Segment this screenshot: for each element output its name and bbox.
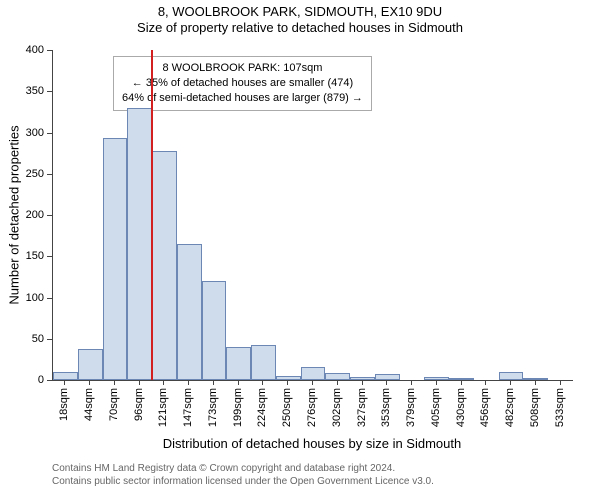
x-tick-mark: [461, 380, 462, 385]
x-tick-label: 250sqm: [281, 388, 293, 427]
y-tick-mark: [47, 174, 52, 175]
histogram-bar: [226, 347, 251, 380]
x-tick-label: 276sqm: [306, 388, 318, 427]
x-tick-mark: [337, 380, 338, 385]
x-tick-mark: [139, 380, 140, 385]
histogram-bar: [53, 372, 78, 380]
x-tick-mark: [163, 380, 164, 385]
x-tick-mark: [89, 380, 90, 385]
histogram-bar: [350, 377, 375, 380]
x-tick-label: 70sqm: [108, 388, 120, 421]
histogram-bar: [202, 281, 227, 380]
y-tick-mark: [47, 380, 52, 381]
y-tick-mark: [47, 215, 52, 216]
x-tick-mark: [386, 380, 387, 385]
y-tick-mark: [47, 91, 52, 92]
x-tick-label: 353sqm: [380, 388, 392, 427]
y-tick-mark: [47, 133, 52, 134]
footer-attribution: Contains HM Land Registry data © Crown c…: [52, 462, 434, 488]
y-tick-label: 300: [0, 127, 44, 139]
title-line-2: Size of property relative to detached ho…: [0, 20, 600, 36]
y-tick-mark: [47, 339, 52, 340]
histogram-bar: [127, 108, 152, 380]
x-tick-label: 199sqm: [232, 388, 244, 427]
x-tick-label: 44sqm: [83, 388, 95, 421]
footer-line-2: Contains public sector information licen…: [52, 475, 434, 488]
histogram-bar: [78, 349, 103, 380]
histogram-bar: [103, 138, 128, 380]
x-tick-mark: [262, 380, 263, 385]
x-tick-mark: [188, 380, 189, 385]
x-tick-mark: [560, 380, 561, 385]
x-tick-label: 302sqm: [331, 388, 343, 427]
legend-line-3: 64% of semi-detached houses are larger (…: [122, 91, 363, 106]
y-tick-mark: [47, 298, 52, 299]
x-tick-label: 430sqm: [455, 388, 467, 427]
histogram-bar: [301, 367, 326, 380]
histogram-bar: [251, 345, 276, 380]
x-tick-mark: [64, 380, 65, 385]
x-tick-mark: [510, 380, 511, 385]
x-tick-mark: [485, 380, 486, 385]
x-tick-mark: [213, 380, 214, 385]
x-tick-label: 224sqm: [256, 388, 268, 427]
histogram-bar: [177, 244, 202, 380]
x-tick-mark: [535, 380, 536, 385]
x-tick-label: 121sqm: [157, 388, 169, 427]
x-tick-label: 147sqm: [182, 388, 194, 427]
x-tick-label: 482sqm: [504, 388, 516, 427]
histogram-bar: [424, 377, 449, 380]
x-tick-label: 379sqm: [405, 388, 417, 427]
histogram-bar: [449, 378, 474, 380]
x-tick-mark: [238, 380, 239, 385]
y-tick-label: 150: [0, 250, 44, 262]
y-tick-mark: [47, 256, 52, 257]
y-tick-label: 250: [0, 168, 44, 180]
histogram-bar: [325, 373, 350, 380]
y-tick-label: 0: [0, 374, 44, 386]
x-tick-label: 456sqm: [479, 388, 491, 427]
x-tick-mark: [411, 380, 412, 385]
x-tick-label: 18sqm: [58, 388, 70, 421]
x-tick-label: 508sqm: [529, 388, 541, 427]
x-tick-mark: [287, 380, 288, 385]
histogram-bar: [152, 151, 177, 380]
y-tick-label: 400: [0, 44, 44, 56]
x-tick-label: 327sqm: [356, 388, 368, 427]
histogram-bar: [523, 378, 548, 380]
plot-area: 8 WOOLBROOK PARK: 107sqm ← 35% of detach…: [52, 50, 573, 381]
chart-container: 8, WOOLBROOK PARK, SIDMOUTH, EX10 9DU Si…: [0, 0, 600, 500]
histogram-bar: [499, 372, 524, 380]
x-tick-label: 533sqm: [554, 388, 566, 427]
x-tick-mark: [436, 380, 437, 385]
y-tick-label: 200: [0, 209, 44, 221]
y-tick-label: 350: [0, 85, 44, 97]
y-tick-label: 50: [0, 333, 44, 345]
footer-line-1: Contains HM Land Registry data © Crown c…: [52, 462, 434, 475]
x-tick-label: 96sqm: [133, 388, 145, 421]
x-axis-label: Distribution of detached houses by size …: [52, 436, 572, 451]
property-marker-line: [151, 50, 153, 380]
title-line-1: 8, WOOLBROOK PARK, SIDMOUTH, EX10 9DU: [0, 0, 600, 20]
x-tick-label: 405sqm: [430, 388, 442, 427]
legend-line-1: 8 WOOLBROOK PARK: 107sqm: [122, 61, 363, 76]
x-tick-mark: [114, 380, 115, 385]
x-tick-mark: [312, 380, 313, 385]
y-tick-label: 100: [0, 292, 44, 304]
y-tick-mark: [47, 50, 52, 51]
legend-line-2: ← 35% of detached houses are smaller (47…: [122, 76, 363, 91]
x-tick-mark: [362, 380, 363, 385]
x-tick-label: 173sqm: [207, 388, 219, 427]
